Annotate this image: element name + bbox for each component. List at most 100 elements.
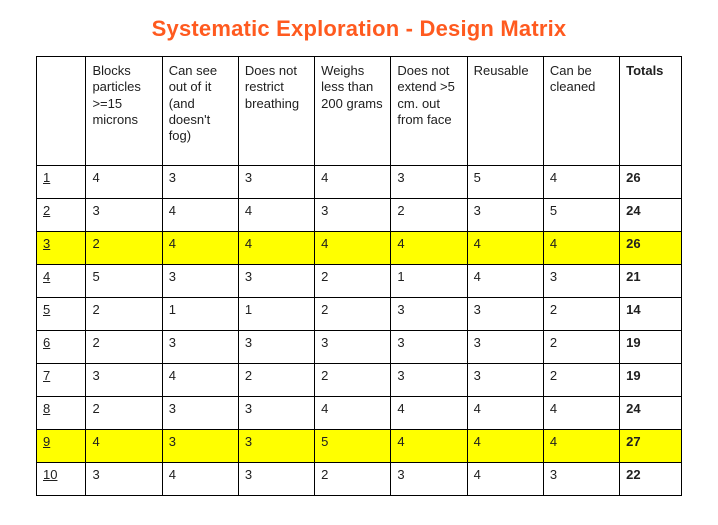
cell-value: 4 [543,397,619,430]
col-head-criterion: Does not restrict breathing [238,57,314,166]
cell-value: 3 [238,166,314,199]
row-index: 10 [37,463,86,496]
header-row: Blocks particles >=15 microns Can see ou… [37,57,682,166]
table-row: 10343234322 [37,463,682,496]
row-total: 26 [620,166,682,199]
cell-value: 3 [391,298,467,331]
row-total: 21 [620,265,682,298]
cell-value: 4 [543,232,619,265]
cell-value: 4 [467,463,543,496]
cell-value: 4 [238,232,314,265]
table-row: 4533214321 [37,265,682,298]
row-index: 6 [37,331,86,364]
cell-value: 3 [238,463,314,496]
row-index: 4 [37,265,86,298]
cell-value: 3 [467,199,543,232]
cell-value: 2 [543,298,619,331]
cell-value: 3 [162,331,238,364]
cell-value: 3 [86,463,162,496]
row-total: 24 [620,397,682,430]
table-row: 7342233219 [37,364,682,397]
cell-value: 3 [86,364,162,397]
cell-value: 4 [162,232,238,265]
cell-value: 3 [391,364,467,397]
col-head-criterion: Reusable [467,57,543,166]
row-index: 5 [37,298,86,331]
col-head-criterion: Does not extend >5 cm. out from face [391,57,467,166]
page-title: Systematic Exploration - Design Matrix [36,16,682,42]
cell-value: 3 [238,397,314,430]
row-total: 19 [620,364,682,397]
cell-value: 3 [238,331,314,364]
row-total: 14 [620,298,682,331]
table-row: 5211233214 [37,298,682,331]
cell-value: 3 [162,265,238,298]
cell-value: 4 [86,430,162,463]
row-total: 24 [620,199,682,232]
cell-value: 2 [315,265,391,298]
cell-value: 4 [391,430,467,463]
col-head-criterion: Can be cleaned [543,57,619,166]
cell-value: 4 [467,232,543,265]
cell-value: 3 [467,364,543,397]
row-index: 8 [37,397,86,430]
row-total: 26 [620,232,682,265]
cell-value: 2 [315,298,391,331]
cell-value: 4 [467,265,543,298]
cell-value: 3 [238,265,314,298]
cell-value: 2 [315,364,391,397]
table-head: Blocks particles >=15 microns Can see ou… [37,57,682,166]
row-index: 2 [37,199,86,232]
cell-value: 3 [86,199,162,232]
page-root: Systematic Exploration - Design Matrix B… [0,0,718,516]
col-head-index [37,57,86,166]
row-total: 22 [620,463,682,496]
table-body: 1433435426234432352432444444264533214321… [37,166,682,496]
cell-value: 3 [543,265,619,298]
col-head-totals: Totals [620,57,682,166]
col-head-criterion: Can see out of it (and doesn't fog) [162,57,238,166]
cell-value: 3 [162,166,238,199]
cell-value: 2 [238,364,314,397]
cell-value: 1 [162,298,238,331]
table-row: 2344323524 [37,199,682,232]
cell-value: 4 [391,232,467,265]
cell-value: 4 [467,397,543,430]
cell-value: 3 [162,397,238,430]
cell-value: 3 [315,199,391,232]
cell-value: 2 [315,463,391,496]
row-index: 7 [37,364,86,397]
cell-value: 4 [162,364,238,397]
cell-value: 2 [391,199,467,232]
cell-value: 4 [162,463,238,496]
col-head-criterion: Blocks particles >=15 microns [86,57,162,166]
row-index: 9 [37,430,86,463]
cell-value: 3 [238,430,314,463]
cell-value: 5 [467,166,543,199]
cell-value: 1 [391,265,467,298]
cell-value: 4 [315,232,391,265]
cell-value: 4 [315,397,391,430]
cell-value: 2 [86,232,162,265]
cell-value: 2 [543,364,619,397]
cell-value: 3 [315,331,391,364]
design-matrix-table: Blocks particles >=15 microns Can see ou… [36,56,682,496]
table-row: 1433435426 [37,166,682,199]
cell-value: 3 [391,463,467,496]
cell-value: 4 [467,430,543,463]
cell-value: 3 [391,166,467,199]
cell-value: 1 [238,298,314,331]
cell-value: 4 [86,166,162,199]
cell-value: 4 [391,397,467,430]
table-row: 6233333219 [37,331,682,364]
col-head-criterion: Weighs less than 200 grams [315,57,391,166]
cell-value: 2 [86,397,162,430]
table-row: 9433544427 [37,430,682,463]
cell-value: 2 [86,331,162,364]
cell-value: 5 [543,199,619,232]
cell-value: 3 [467,298,543,331]
cell-value: 5 [315,430,391,463]
row-index: 1 [37,166,86,199]
cell-value: 4 [543,166,619,199]
table-row: 8233444424 [37,397,682,430]
